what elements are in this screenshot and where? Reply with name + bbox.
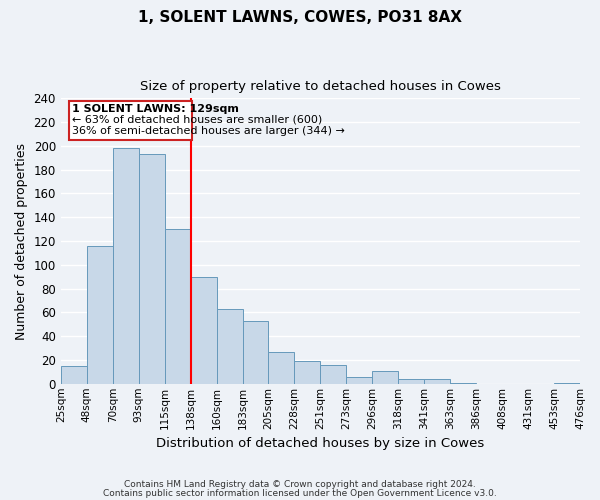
- Bar: [191, 276, 217, 384]
- Bar: [554, 382, 580, 384]
- X-axis label: Distribution of detached houses by size in Cowes: Distribution of detached houses by size …: [156, 437, 485, 450]
- Text: Contains HM Land Registry data © Crown copyright and database right 2024.: Contains HM Land Registry data © Crown c…: [124, 480, 476, 489]
- Bar: [268, 352, 295, 384]
- Bar: [373, 370, 398, 384]
- Bar: [61, 366, 87, 384]
- Bar: [398, 379, 424, 384]
- Text: 1 SOLENT LAWNS: 129sqm: 1 SOLENT LAWNS: 129sqm: [73, 104, 239, 115]
- Bar: [113, 148, 139, 384]
- Bar: [87, 246, 113, 384]
- Bar: [242, 320, 268, 384]
- Text: 36% of semi-detached houses are larger (344) →: 36% of semi-detached houses are larger (…: [73, 126, 346, 136]
- Text: Contains public sector information licensed under the Open Government Licence v3: Contains public sector information licen…: [103, 488, 497, 498]
- Bar: [217, 309, 242, 384]
- Bar: [320, 364, 346, 384]
- Bar: [450, 382, 476, 384]
- Text: ← 63% of detached houses are smaller (600): ← 63% of detached houses are smaller (60…: [73, 115, 323, 125]
- Bar: [424, 379, 450, 384]
- Bar: [164, 229, 191, 384]
- FancyBboxPatch shape: [68, 100, 192, 140]
- Bar: [139, 154, 164, 384]
- Bar: [346, 376, 373, 384]
- Bar: [295, 361, 320, 384]
- Y-axis label: Number of detached properties: Number of detached properties: [15, 142, 28, 340]
- Text: 1, SOLENT LAWNS, COWES, PO31 8AX: 1, SOLENT LAWNS, COWES, PO31 8AX: [138, 10, 462, 25]
- Title: Size of property relative to detached houses in Cowes: Size of property relative to detached ho…: [140, 80, 501, 93]
